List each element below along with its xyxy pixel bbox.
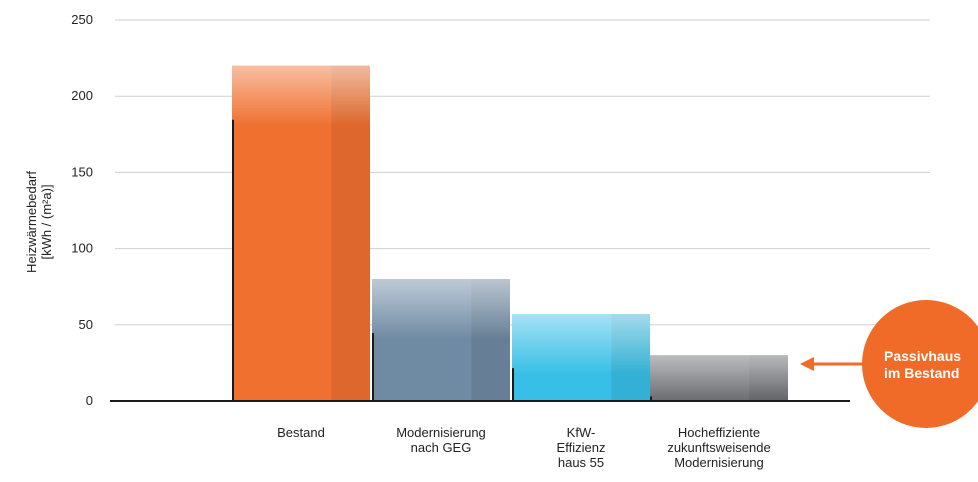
y-tick-label: 50: [79, 317, 93, 332]
y-tick-label: 250: [71, 12, 93, 27]
x-category-label: Modernisierung nach GEG: [396, 425, 486, 455]
x-category-label: Bestand: [277, 425, 325, 440]
y-tick-label: 0: [86, 393, 93, 408]
y-tick-label: 150: [71, 164, 93, 179]
bar: [372, 279, 510, 401]
passivhaus-annotation: Passivhaus im Bestand: [800, 300, 978, 428]
passivhaus-badge: Passivhaus im Bestand: [862, 300, 978, 428]
y-axis-title: Heizwärmebedarf[kWh / (m²a)]: [24, 171, 54, 273]
x-axis-labels: Bestand Modernisierung nach GEG KfW-Effizie…: [277, 425, 771, 470]
y-tick-label: 200: [71, 88, 93, 103]
bar: [650, 355, 788, 401]
y-axis-ticks: 0 50 100 150 200 250: [71, 12, 93, 408]
bar: [232, 65, 370, 401]
y-tick-label: 100: [71, 241, 93, 256]
bar: [512, 314, 650, 401]
bars: [232, 65, 788, 401]
y-axis-label: Heizwärmebedarf[kWh / (m²a)]: [24, 171, 54, 273]
x-category-label: KfW-Effizienz haus 55: [557, 425, 606, 470]
arrow-left-icon: [800, 357, 868, 371]
x-category-label: Hocheffiziente zukunftsweisende Modernisie…: [667, 425, 770, 470]
